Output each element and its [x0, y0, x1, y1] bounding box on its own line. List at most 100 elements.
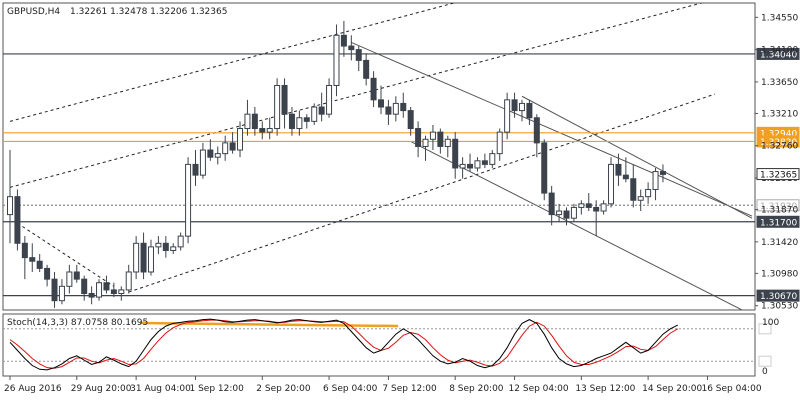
level-price-label: 1.31700	[760, 218, 797, 228]
candle-body-bull	[185, 163, 192, 237]
candle-body-bull	[570, 206, 577, 219]
time-tick-label: 31 Aug 04:00	[130, 384, 191, 394]
candle-body-bear	[415, 128, 422, 147]
candle-body-bear	[630, 178, 637, 201]
candle-body-bear	[615, 163, 622, 176]
level-price-label: 1.34040	[760, 50, 797, 60]
stochastic-layer	[3, 318, 772, 371]
candle-body-bull	[459, 163, 466, 169]
dashed-trend-line	[128, 93, 716, 293]
candle-body-bull	[296, 117, 303, 130]
candle-body-bull	[429, 131, 436, 140]
candle-body-bull	[504, 99, 511, 133]
candle-body-bull	[422, 138, 429, 147]
candle-body-bear	[622, 174, 629, 180]
candle-body-bear	[363, 59, 370, 79]
stoch-signal-line	[9, 319, 679, 369]
candle-body-bull	[222, 142, 229, 155]
candle-body-bear	[103, 282, 110, 291]
candle-body-bear	[385, 106, 392, 115]
dashed-trend-line	[9, 3, 456, 122]
candle-body-bear	[370, 77, 377, 101]
candle-body-bear	[355, 49, 362, 61]
candle-body-bear	[452, 138, 459, 169]
price-tick-label: 1.31420	[761, 238, 798, 248]
candle-body-bear	[437, 131, 444, 147]
candle-body-bull	[96, 282, 103, 298]
candle-body-bull	[518, 102, 525, 112]
candle-body-bear	[467, 163, 474, 169]
time-tick-label: 13 Sep 12:00	[575, 384, 635, 394]
candle-body-bear	[88, 293, 95, 298]
price-tick-label: 1.32760	[761, 142, 798, 152]
stoch-scale-max: 100	[762, 318, 779, 328]
candle-body-bear	[207, 149, 214, 158]
time-tick-label: 6 Sep 04:00	[323, 384, 378, 394]
price-tick-label: 1.33650	[761, 78, 798, 88]
candle-body-bear	[659, 171, 666, 175]
candle-body-bear	[407, 110, 414, 130]
time-tick-label: 8 Sep 20:00	[449, 384, 504, 394]
time-tick-label: 2 Sep 20:00	[256, 384, 311, 394]
candle-body-bear	[340, 34, 347, 47]
level-price-label: 1.30670	[760, 292, 797, 302]
current-price-label: 1.32365	[760, 171, 797, 181]
candle-body-bull	[645, 188, 652, 198]
candle-body-bull	[177, 235, 184, 248]
candle-body-bear	[140, 242, 147, 273]
candles-layer	[7, 20, 666, 308]
price-tick-label: 1.33210	[761, 109, 798, 119]
trend-lines-layer	[9, 3, 753, 310]
stoch-main-line	[9, 318, 679, 371]
candle-body-bull	[474, 160, 481, 169]
candle-body-bull	[637, 196, 644, 201]
candle-body-bear	[526, 102, 533, 119]
candle-body-bear	[162, 242, 169, 251]
price-tick-label: 1.30530	[761, 302, 798, 312]
ohlc-label: 1.32261 1.32478 1.32206 1.32365	[70, 7, 227, 17]
channel-line	[351, 41, 753, 217]
level-price-tag	[756, 135, 800, 148]
candle-body-bear	[378, 99, 384, 108]
price-tick-label: 1.31870	[761, 206, 798, 216]
level-price-tag	[756, 215, 800, 228]
candle-body-bull	[199, 149, 206, 176]
candle-body-bull	[600, 203, 607, 212]
candle-body-bear	[36, 260, 43, 269]
candle-body-bear	[251, 113, 258, 130]
candle-body-bull	[333, 34, 340, 86]
candle-body-bear	[585, 203, 592, 208]
candle-body-bull	[274, 84, 281, 130]
candle-body-bear	[400, 102, 407, 112]
candle-body-bull	[266, 128, 273, 133]
candle-body-bull	[652, 171, 659, 190]
stoch-label: Stoch(14,3,3) 87.0758 80.1695	[7, 318, 148, 328]
candle-body-bull	[496, 131, 503, 155]
candle-body-bear	[21, 242, 28, 259]
candle-body-bear	[51, 278, 58, 302]
channel-line	[410, 140, 744, 310]
candle-body-bull	[326, 84, 333, 115]
candle-body-bear	[511, 99, 518, 112]
candle-body-bull	[125, 271, 132, 291]
candle-body-bull	[155, 242, 162, 248]
main-panel-frame	[2, 2, 756, 311]
level-price-tag	[756, 289, 800, 302]
candle-body-bear	[29, 257, 36, 262]
candle-body-bear	[259, 128, 266, 133]
candle-body-bull	[237, 128, 244, 151]
candle-body-bear	[563, 210, 570, 219]
candle-body-bear	[81, 278, 88, 295]
candle-body-bull	[170, 246, 177, 251]
time-tick-label: 1 Sep 12:00	[190, 384, 245, 394]
candle-body-bear	[533, 117, 540, 144]
candle-body-bear	[548, 192, 555, 216]
level-price-tag	[756, 199, 800, 212]
candle-body-bull	[556, 210, 563, 216]
current-price-tag	[756, 168, 800, 181]
candle-body-bull	[578, 203, 585, 208]
candle-body-bull	[58, 285, 65, 302]
candle-body-bull	[444, 138, 451, 147]
